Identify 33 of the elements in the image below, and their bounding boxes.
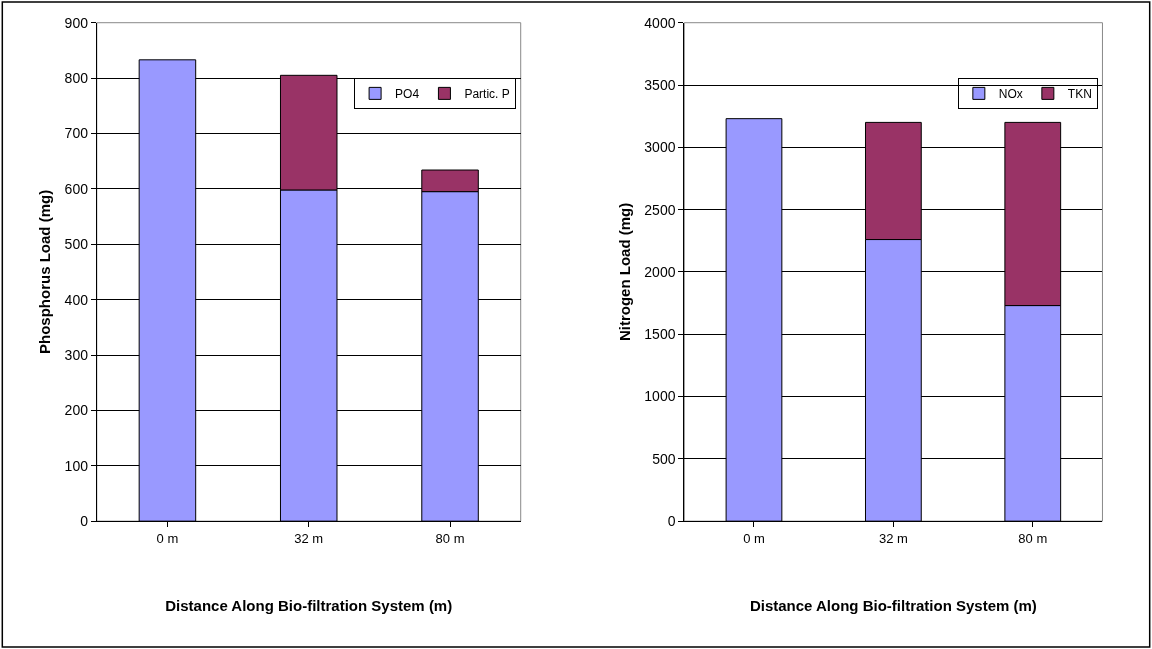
y-tick-label: 300: [64, 346, 89, 363]
y-tick-label: 1500: [644, 326, 676, 343]
x-axis-title: Distance Along Bio-filtration System (m): [749, 596, 1037, 614]
y-tick-label: 600: [64, 180, 89, 197]
legend-label: Partic. P: [464, 87, 510, 102]
y-tick-label: 0: [80, 513, 89, 530]
y-tick-label: 4000: [644, 14, 676, 31]
x-tick-label: 32 m: [294, 530, 324, 546]
x-tick-label: 0 m: [743, 530, 765, 546]
y-tick-label: 200: [64, 402, 89, 419]
y-tick-label: 100: [64, 457, 89, 474]
x-tick-label: 80 m: [1018, 530, 1048, 546]
y-tick-label: 1000: [644, 388, 676, 405]
y-tick-label: 0: [667, 513, 676, 530]
y-tick-label: 500: [652, 450, 676, 467]
y-tick-label: 700: [64, 125, 89, 142]
y-tick-label: 500: [64, 236, 89, 253]
x-tick-label: 0 m: [156, 530, 179, 546]
legend-label: NOx: [998, 87, 1023, 102]
y-tick-label: 2000: [644, 263, 676, 280]
y-tick-label: 800: [64, 70, 89, 86]
x-tick-label: 32 m: [878, 530, 908, 546]
y-tick-label: 3500: [644, 76, 676, 93]
legend-label: TKN: [1067, 87, 1092, 102]
y-tick-label: 2500: [644, 201, 676, 218]
y-axis-title: Nitrogen Load (mg): [615, 202, 633, 342]
y-axis-title: Phosphorus Load (mg): [35, 189, 53, 355]
legend-label: PO4: [395, 87, 420, 102]
x-tick-label: 80 m: [435, 530, 465, 546]
y-tick-label: 400: [64, 291, 89, 308]
y-tick-label: 900: [64, 14, 89, 31]
y-tick-label: 3000: [644, 139, 676, 156]
x-axis-title: Distance Along Bio-filtration System (m): [165, 596, 453, 614]
